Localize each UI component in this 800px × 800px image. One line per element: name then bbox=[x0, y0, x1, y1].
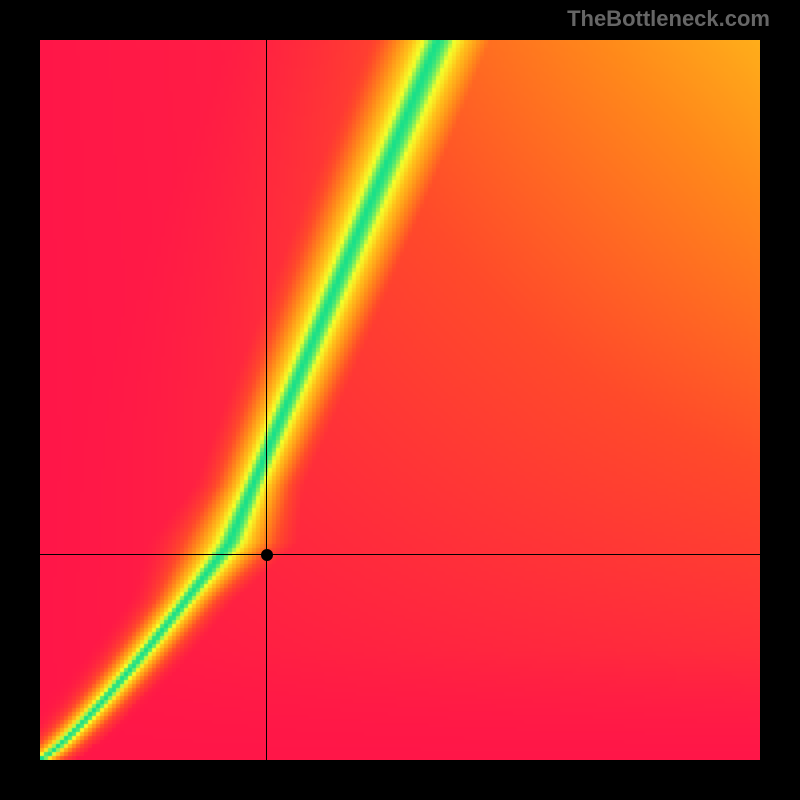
crosshair-horizontal bbox=[40, 554, 760, 555]
marker-point bbox=[261, 549, 273, 561]
crosshair-vertical bbox=[266, 40, 267, 760]
bottleneck-heatmap bbox=[40, 40, 760, 760]
watermark-text: TheBottleneck.com bbox=[567, 6, 770, 32]
chart-container: TheBottleneck.com bbox=[0, 0, 800, 800]
